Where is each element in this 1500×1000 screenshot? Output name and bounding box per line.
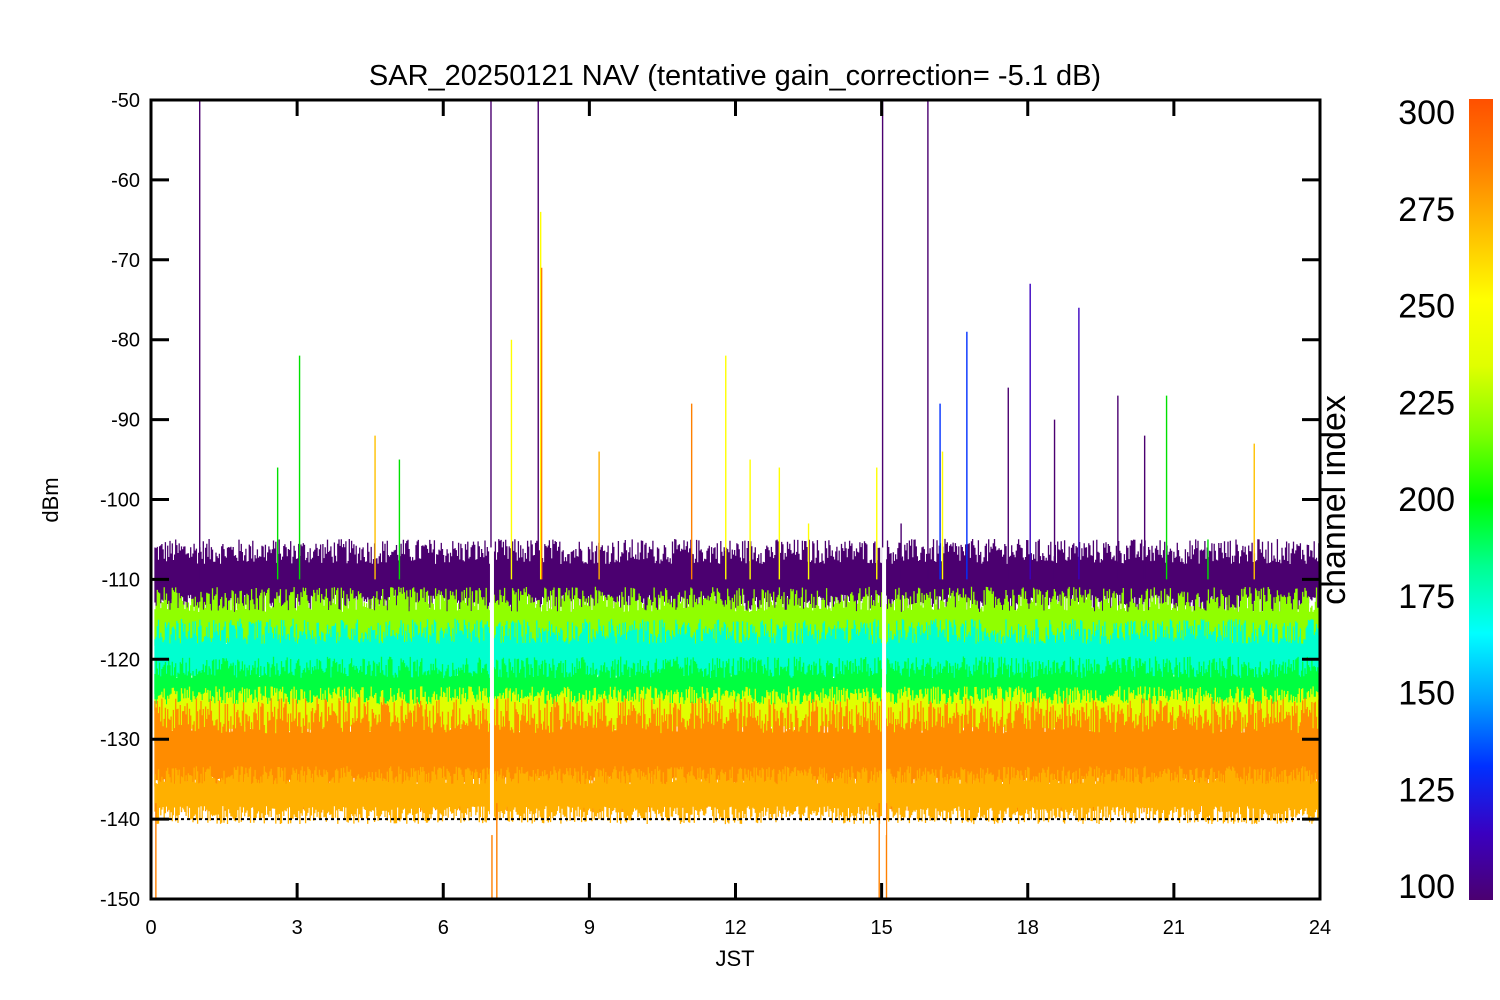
data-gaps: [489, 547, 887, 836]
colorbar-tick-label: 175: [1398, 578, 1455, 616]
x-tick-label: 0: [145, 917, 156, 939]
colorbar-tick-label: 250: [1398, 288, 1455, 326]
noise-band-trace: [154, 697, 1320, 814]
noise-band-110: [154, 538, 1320, 620]
colorbar-tick-label: 125: [1398, 771, 1455, 809]
colorbar-ticks: 300 275 250 225 200 175 150 125 100: [1398, 94, 1455, 906]
x-tick-label: 15: [871, 917, 893, 939]
spikes: [155, 100, 1255, 899]
y-tick-label: -60: [111, 170, 140, 192]
colorbar: 300 275 250 225 200 175 150 125 100 channel inde…: [1315, 94, 1493, 906]
x-tick-label: 21: [1163, 917, 1185, 939]
plot-area: [151, 100, 1320, 899]
noise-bands: [154, 538, 1320, 825]
x-tick-label: 24: [1309, 917, 1331, 939]
y-tick-label: -80: [111, 330, 140, 352]
y-tick-label: -130: [100, 729, 140, 751]
x-tick-label: 3: [292, 917, 303, 939]
colorbar-tick-label: 200: [1398, 481, 1455, 519]
x-tick-label: 6: [438, 917, 449, 939]
noise-band-285: [154, 697, 1320, 814]
y-tick-label: -150: [100, 889, 140, 911]
colorbar-tick-label: 225: [1398, 384, 1455, 422]
noise-band-trace: [154, 766, 1320, 825]
colorbar-gradient: [1469, 99, 1493, 900]
noise-band-190: [154, 618, 1320, 700]
noise-band-trace: [154, 538, 1320, 620]
noise-band-trace: [154, 618, 1320, 700]
x-tick-label: 9: [584, 917, 595, 939]
x-tick-label: 18: [1017, 917, 1039, 939]
y-tick-label: -120: [100, 649, 140, 671]
y-tick-label: -90: [111, 410, 140, 432]
y-tick-label: -100: [100, 490, 140, 512]
colorbar-tick-label: 150: [1398, 675, 1455, 713]
gap-1: [882, 547, 887, 836]
x-axis-title: JST: [715, 946, 754, 971]
colorbar-tick-label: 275: [1398, 191, 1455, 229]
colorbar-tick-label: 100: [1398, 868, 1455, 906]
colorbar-title: channel index: [1315, 395, 1353, 605]
y-axis: -50 -60 -70 -80 -90 -100 -110 -120 -130 -140 -150: [100, 90, 1320, 911]
gap-0: [489, 547, 494, 836]
noise-band-280: [154, 766, 1320, 825]
y-tick-label: -110: [101, 569, 140, 591]
chart-title: SAR_20250121 NAV (tentative gain_correct…: [369, 60, 1101, 92]
y-tick-label: -70: [111, 250, 140, 272]
y-axis-title: dBm: [38, 477, 63, 522]
x-axis: 0 3 6 9 12 15 18 21 24: [145, 100, 1331, 939]
colorbar-tick-label: 300: [1398, 94, 1455, 132]
x-tick-label: 12: [724, 917, 746, 939]
y-tick-label: -140: [100, 809, 140, 831]
y-tick-label: -50: [111, 90, 140, 112]
